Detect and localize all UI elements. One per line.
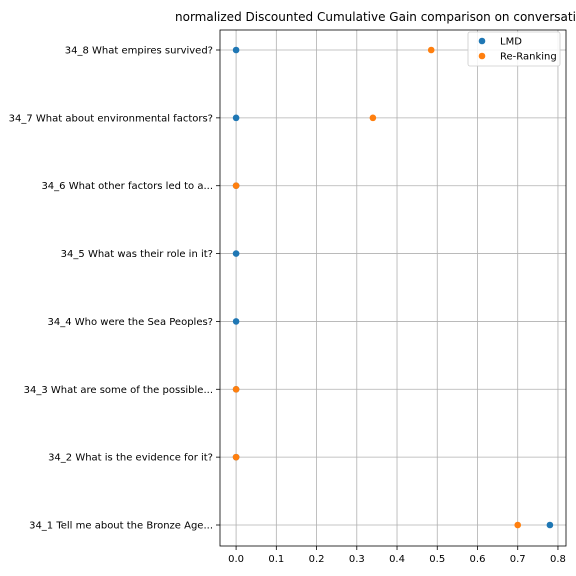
x-tick-label: 0.2 (309, 554, 325, 565)
legend-label: LMD (500, 37, 522, 48)
data-point-lmd (546, 521, 554, 529)
data-point-re-ranking (427, 46, 435, 54)
y-tick-label: 34_4 Who were the Sea Peoples? (48, 317, 213, 328)
data-point-lmd (232, 250, 240, 257)
legend: LMD Re-Ranking (467, 31, 561, 67)
data-point-lmd (232, 46, 240, 54)
x-tick-label: 0.6 (470, 554, 486, 565)
x-tick-label: 0.4 (389, 554, 405, 565)
y-tick-label: 34_5 What was their role in it? (61, 249, 213, 260)
data-point-re-ranking (514, 521, 522, 529)
y-tick-label: 34_7 What about environmental factors? (9, 113, 213, 124)
y-tick-label: 34_8 What empires survived? (65, 46, 213, 57)
x-axis: 0.0 0.1 0.2 0.3 0.4 0.5 0.6 0.7 0.8 (228, 546, 566, 565)
data-point-re-ranking (232, 453, 240, 461)
x-tick-label: 0.5 (429, 554, 445, 565)
legend-box (467, 31, 561, 67)
x-tick-label: 0.8 (550, 554, 566, 565)
x-tick-label: 0.7 (510, 554, 526, 565)
legend-marker (478, 37, 486, 45)
x-tick-label: 0.3 (349, 554, 365, 565)
legend-marker (478, 52, 486, 60)
legend-label: Re-Ranking (500, 52, 557, 63)
chart-title: normalized Discounted Cumulative Gain co… (175, 10, 576, 24)
data-point-re-ranking (369, 114, 377, 122)
grid-lines (220, 30, 566, 546)
x-tick-label: 0.0 (228, 554, 244, 565)
data-points (232, 46, 554, 529)
x-tick-label: 0.1 (268, 554, 284, 565)
plot-area (219, 29, 567, 547)
y-tick-label: 34_6 What other factors led to a... (41, 181, 213, 192)
data-point-re-ranking (232, 182, 240, 190)
y-tick-label: 34_1 Tell me about the Bronze Age... (29, 521, 213, 532)
y-tick-label: 34_2 What is the evidence for it? (48, 453, 213, 464)
y-tick-label: 34_3 What are some of the possible... (24, 385, 213, 396)
data-point-re-ranking (232, 385, 240, 393)
y-axis: 34_1 Tell me about the Bronze Age... 34_2… (9, 46, 220, 532)
data-point-lmd (232, 318, 240, 325)
data-point-lmd (232, 114, 240, 122)
